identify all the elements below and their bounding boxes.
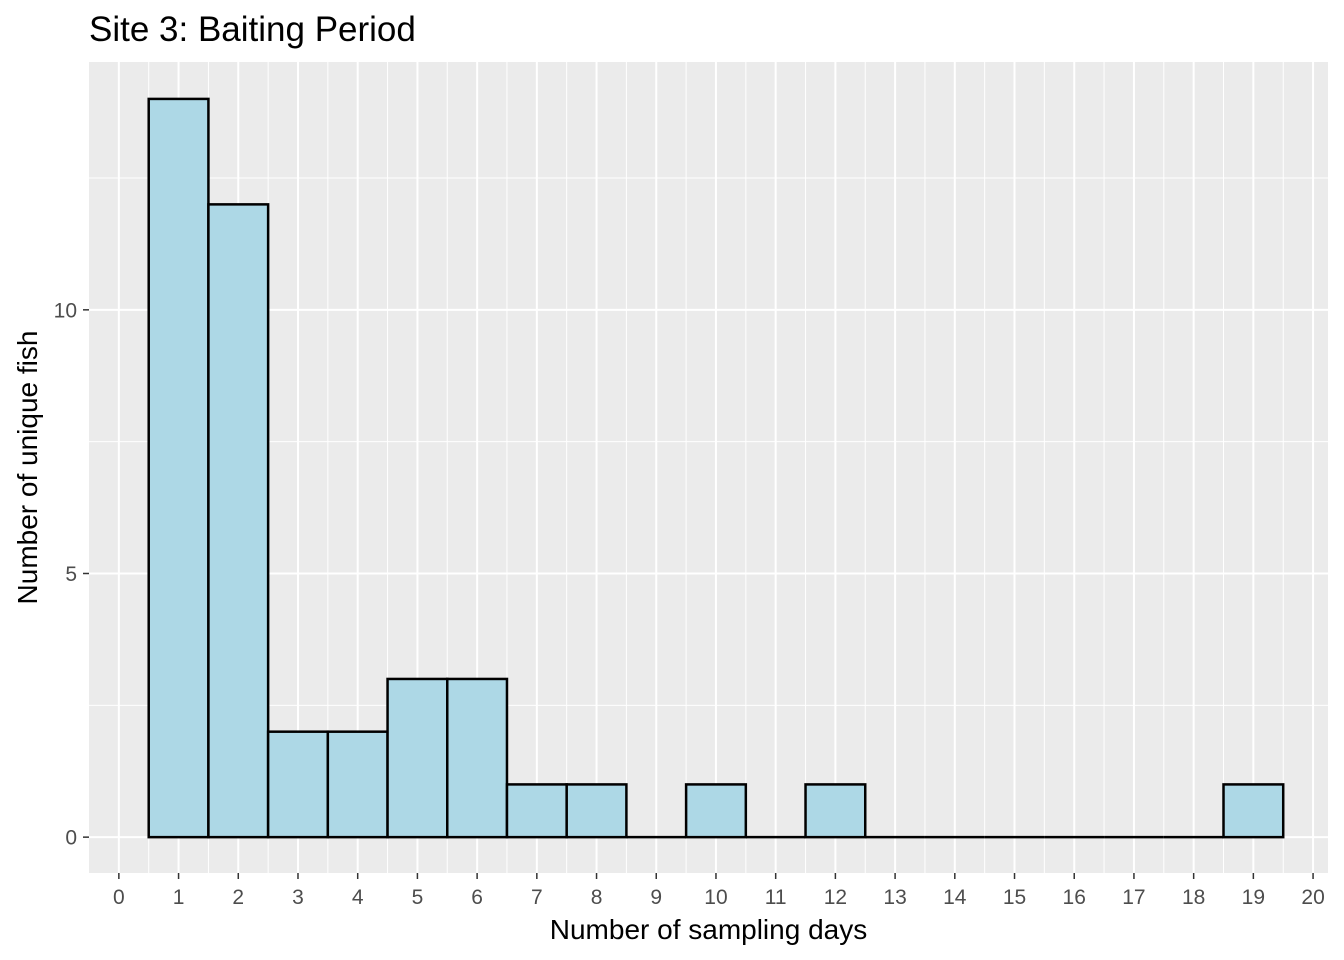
x-tick-label: 14: [943, 886, 967, 909]
histogram-bar: [565, 783, 628, 839]
grid-minor: [89, 62, 1328, 873]
x-tick-label: 2: [232, 886, 244, 909]
x-tick-label: 13: [883, 886, 906, 909]
x-tick-label: 17: [1122, 886, 1145, 909]
histogram-bar: [266, 730, 330, 839]
x-tick-label: 10: [704, 886, 727, 909]
x-tick-label: 19: [1242, 886, 1265, 909]
x-axis: 0 1 2 3 4 5 6 7 8 9 10 11 12 13 14 15 16 17 18 19 20: [113, 873, 1325, 909]
x-tick-label: 6: [471, 886, 483, 909]
y-tick-label: 5: [65, 563, 77, 586]
x-tick-label: 7: [531, 886, 543, 909]
x-tick-label: 20: [1301, 886, 1324, 909]
histogram-bar: [207, 203, 270, 839]
histogram-bar: [326, 730, 389, 839]
x-tick-label: 3: [292, 886, 304, 909]
x-axis-title: Number of sampling days: [550, 914, 867, 945]
bars: [147, 97, 1285, 839]
x-tick-label: 1: [173, 886, 185, 909]
x-tick-label: 0: [113, 886, 125, 909]
histogram-bar: [147, 97, 210, 839]
histogram-bar: [684, 783, 748, 839]
x-tick-label: 16: [1063, 886, 1086, 909]
histogram-bar: [505, 783, 568, 839]
histogram-bar: [446, 677, 509, 839]
x-tick-label: 18: [1182, 886, 1205, 909]
chart-title: Site 3: Baiting Period: [89, 10, 416, 49]
histogram-bar: [1222, 783, 1285, 839]
histogram-bar: [804, 783, 867, 839]
histogram-bar: [386, 677, 449, 839]
x-tick-label: 8: [591, 886, 603, 909]
x-tick-label: 4: [352, 886, 364, 909]
x-tick-label: 12: [824, 886, 847, 909]
x-tick-label: 11: [765, 886, 787, 909]
y-axis-title: Number of unique fish: [12, 331, 43, 605]
x-tick-label: 15: [1003, 886, 1026, 909]
x-tick-label: 9: [650, 886, 662, 909]
y-tick-label: 10: [54, 299, 77, 322]
y-axis: 0 5 10: [54, 299, 89, 850]
y-tick-label: 0: [65, 827, 77, 850]
x-tick-label: 5: [412, 886, 424, 909]
